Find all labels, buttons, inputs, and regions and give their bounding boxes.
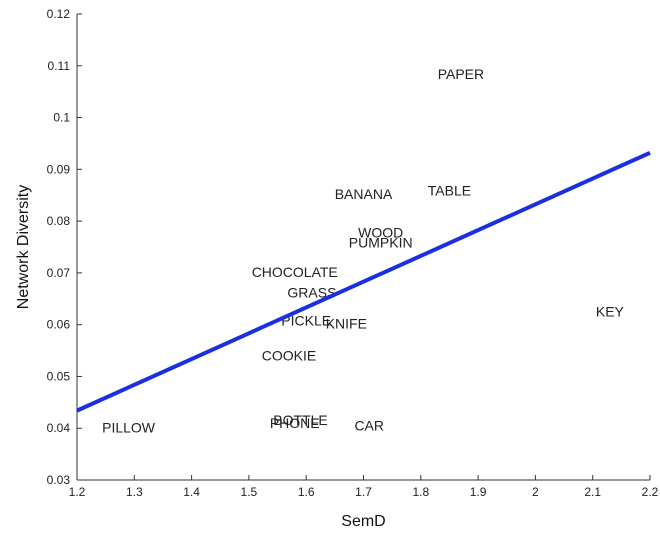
x-tick-label: 2.1 — [584, 485, 601, 499]
y-tick-label: 0.09 — [47, 162, 71, 176]
x-tick-label: 1.6 — [298, 485, 315, 499]
point-label: TABLE — [428, 183, 471, 199]
point-label: COOKIE — [262, 348, 316, 364]
point-label: CHOCOLATE — [252, 264, 338, 280]
point-label: GRASS — [287, 285, 336, 301]
x-tick-label: 1.4 — [183, 485, 200, 499]
y-tick-label: 0.05 — [47, 369, 71, 383]
point-label: PUMPKIN — [349, 234, 413, 250]
y-tick-label: 0.04 — [47, 421, 71, 435]
regression-line — [76, 150, 651, 413]
point-label: PAPER — [438, 66, 484, 82]
point-label: KNIFE — [326, 316, 367, 332]
y-tick-label: 0.11 — [48, 59, 71, 73]
x-tick-label: 2 — [532, 485, 539, 499]
y-tick-label: 0.03 — [47, 473, 71, 487]
x-tick-label: 1.2 — [69, 485, 86, 499]
x-axis: 1.2 1.3 1.4 1.5 1.6 1.7 1.8 1.9 2 2.1 2.2 — [69, 475, 659, 499]
point-label: WOOD — [358, 225, 403, 241]
x-axis-title: SemD — [341, 513, 385, 530]
y-tick-label: 0.1 — [53, 111, 70, 125]
point-label: KEY — [596, 304, 625, 320]
y-axis: 0.03 0.04 0.05 0.06 0.07 0.08 0.09 0.1 0.11 0.12 — [47, 7, 82, 487]
point-label: CAR — [354, 418, 384, 434]
point-label: BOTTLE — [273, 412, 327, 428]
x-tick-label: 1.5 — [241, 485, 258, 499]
x-tick-label: 1.3 — [126, 485, 143, 499]
y-tick-label: 0.08 — [47, 214, 71, 228]
y-tick-label: 0.07 — [47, 266, 71, 280]
point-label: PILLOW — [102, 420, 156, 436]
y-tick-label: 0.06 — [47, 318, 71, 332]
x-tick-label: 2.2 — [642, 485, 659, 499]
x-tick-label: 1.8 — [412, 485, 429, 499]
point-label: PICKLE — [281, 313, 331, 329]
y-tick-label: 0.12 — [47, 7, 71, 21]
x-tick-label: 1.9 — [470, 485, 487, 499]
point-label: BANANA — [335, 186, 393, 202]
point-label: PHONE — [270, 415, 320, 431]
x-tick-label: 1.7 — [355, 485, 372, 499]
y-axis-title: Network Diversity — [15, 185, 32, 309]
